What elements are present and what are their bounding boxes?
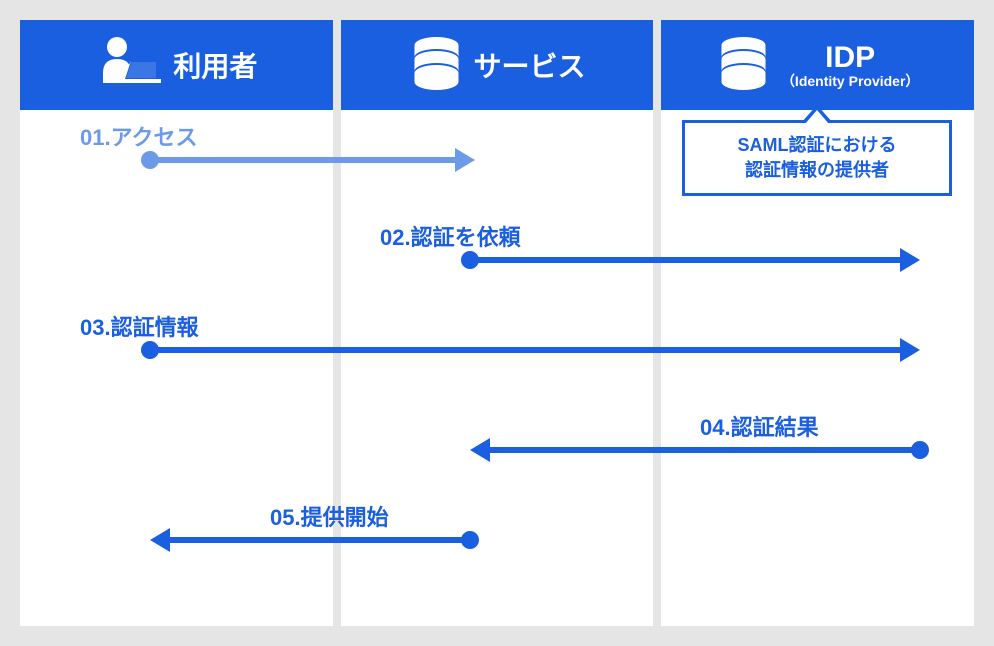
header-service: サービス <box>341 20 654 110</box>
header-service-title: サービス <box>474 45 586 85</box>
header-user: 利用者 <box>20 20 333 110</box>
callout-line2: 認証情報の提供者 <box>691 158 943 183</box>
column-user: 利用者 <box>20 20 333 626</box>
header-idp-title-block: IDP （Identity Provider） <box>781 41 919 89</box>
database-icon <box>409 35 464 95</box>
header-idp-subtitle: （Identity Provider） <box>781 74 919 89</box>
header-idp-title: IDP <box>825 41 875 74</box>
callout-line1: SAML認証における <box>691 133 943 158</box>
database-icon <box>716 35 771 95</box>
header-user-title: 利用者 <box>173 45 257 85</box>
header-idp: IDP （Identity Provider） <box>661 20 974 110</box>
column-service: サービス <box>341 20 654 626</box>
idp-callout: SAML認証における 認証情報の提供者 <box>682 120 952 196</box>
user-icon <box>95 35 163 95</box>
